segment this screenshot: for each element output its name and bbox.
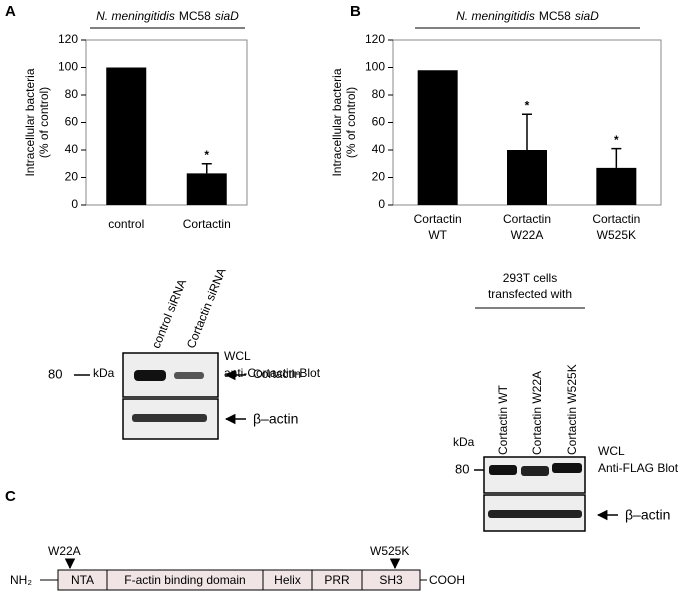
x-tick-label: WT (428, 228, 447, 242)
band-label: β–actin (253, 411, 298, 427)
blot-header: 293T cells (503, 271, 557, 285)
band-label: β–actin (625, 507, 670, 523)
x-tick-label: W525K (597, 228, 636, 242)
y-axis-label: (% of control) (37, 87, 51, 158)
band (521, 466, 549, 476)
band (489, 465, 517, 475)
y-tick-label: 0 (378, 197, 385, 211)
significance-marker: * (525, 98, 530, 112)
y-tick-label: 120 (58, 32, 78, 46)
panel-label: B (350, 3, 361, 20)
kda-label: kDa (453, 435, 475, 449)
x-tick-label: Cortactin (414, 212, 462, 226)
title-part: N. meningitidis (96, 9, 175, 23)
band (134, 370, 166, 381)
blot-info: Anti-FLAG Blot (598, 461, 679, 475)
x-tick-label: control (108, 217, 144, 231)
y-axis-label: (% of control) (344, 87, 358, 158)
blot-2: 293T cells transfected with Cortactin WT… (453, 271, 679, 532)
domain-label: F-actin binding domain (124, 573, 245, 587)
mutation-label: W525K (370, 544, 409, 558)
significance-marker: * (614, 133, 619, 147)
lane-label: Cortactin W525K (565, 364, 579, 455)
title-part: siaD (215, 9, 239, 23)
bar (507, 150, 547, 205)
y-axis-label: Intracellular bacteria (23, 68, 37, 176)
blot-info: WCL (598, 444, 625, 458)
y-tick-label: 80 (65, 87, 79, 101)
x-tick-label: W22A (511, 228, 544, 242)
x-tick-label: Cortactin (592, 212, 640, 226)
y-tick-label: 20 (372, 170, 386, 184)
y-tick-label: 60 (65, 115, 79, 129)
panel-label: A (5, 3, 16, 20)
y-tick-label: 120 (365, 32, 385, 46)
domain (361, 569, 421, 591)
panel-label: C (5, 488, 16, 505)
title-part: siaD (575, 9, 599, 23)
domain-label: PRR (324, 573, 350, 587)
domain-label: Helix (274, 573, 301, 587)
y-tick-label: 60 (372, 115, 386, 129)
y-axis-label: Intracellular bacteria (330, 68, 344, 176)
y-tick-label: 100 (365, 60, 385, 74)
mutation-label: W22A (48, 544, 81, 558)
lane-label: Cortactin W22A (530, 371, 544, 455)
blot-info: WCL (224, 349, 251, 363)
y-tick-label: 40 (65, 142, 79, 156)
title-part: N. meningitidis (456, 9, 535, 23)
bar (417, 70, 458, 205)
lane-label: Cortactin siRNA (184, 266, 229, 350)
title-part: MC58 (179, 9, 211, 23)
significance-marker: * (204, 148, 209, 162)
domain-label: SH3 (379, 573, 403, 587)
marker-label: 80 (48, 366, 62, 381)
band (132, 414, 207, 422)
c-terminus: COOH (429, 573, 465, 587)
bar (106, 67, 147, 205)
title-part: MC58 (539, 9, 571, 23)
chart-title: N. meningitidis MC58 siaD (456, 9, 599, 23)
bar (186, 173, 227, 205)
x-tick-label: Cortactin (503, 212, 551, 226)
chart-title: N. meningitidis MC58 siaD (96, 9, 239, 23)
band (174, 372, 204, 379)
y-tick-label: 20 (65, 170, 79, 184)
bar (596, 167, 637, 205)
x-tick-label: Cortactin (183, 217, 231, 231)
lane-label: Cortactin WT (496, 384, 510, 455)
y-tick-label: 80 (372, 87, 386, 101)
band (488, 510, 582, 518)
marker-label: 80 (455, 461, 469, 476)
kda-label: kDa (93, 366, 115, 380)
blot-header: transfected with (488, 287, 572, 301)
y-tick-label: 40 (372, 142, 386, 156)
domain-label: NTA (71, 573, 94, 587)
domain-diagram: W22A W525K NH₂ COOH NTA F-actin binding d… (10, 544, 465, 591)
band (552, 463, 582, 473)
blot-info: anti-Cortactin-Blot (224, 366, 321, 380)
y-tick-label: 0 (71, 197, 78, 211)
y-tick-label: 100 (58, 60, 78, 74)
lane-label: control siRNA (149, 277, 189, 350)
n-terminus: NH₂ (10, 573, 32, 587)
blot-1: control siRNA Cortactin siRNA WCL anti-C… (48, 266, 321, 440)
band-label: Cortactin (253, 367, 301, 381)
